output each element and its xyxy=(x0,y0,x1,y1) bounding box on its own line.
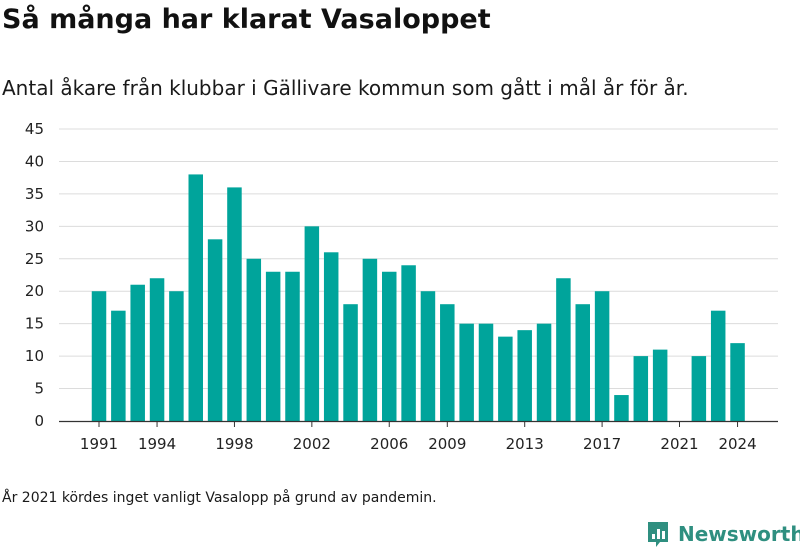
y-tick-label: 40 xyxy=(25,152,44,170)
bar-1999 xyxy=(246,258,262,421)
bar-2007 xyxy=(401,265,416,421)
x-tick-label: 1991 xyxy=(80,435,118,453)
bar-2017 xyxy=(594,291,610,421)
bar-1993 xyxy=(130,284,145,421)
bar-2018 xyxy=(614,395,629,421)
newsworthy-brand: Newsworthy xyxy=(646,518,800,550)
y-tick-label: 45 xyxy=(25,120,44,138)
x-tick-label: 2021 xyxy=(660,435,698,453)
x-tick-label: 2013 xyxy=(506,435,544,453)
bar-1995 xyxy=(169,291,184,421)
bar-1997 xyxy=(207,239,223,421)
y-tick-label: 35 xyxy=(25,185,44,203)
bar-2003 xyxy=(323,252,339,421)
x-tick-label: 2024 xyxy=(718,435,756,453)
bar-1998 xyxy=(227,187,242,421)
x-tick-label: 2006 xyxy=(370,435,408,453)
brand-name: Newsworthy xyxy=(678,522,800,546)
bar-2005 xyxy=(362,258,378,421)
bar-2001 xyxy=(285,271,300,421)
bar-2020 xyxy=(652,349,668,421)
footnote: År 2021 kördes inget vanligt Vasalopp på… xyxy=(2,490,437,506)
bar-2023 xyxy=(710,310,726,421)
x-tick-label: 2002 xyxy=(293,435,331,453)
bar-2006 xyxy=(382,271,397,421)
bar-1996 xyxy=(188,174,203,421)
bar-2000 xyxy=(265,271,281,421)
chart-subtitle: Antal åkare från klubbar i Gällivare kom… xyxy=(2,76,689,100)
bar-2002 xyxy=(304,226,320,421)
bar-chart: 0 5 10 15 20 25 30 35 40 45 1991 1994 1998 2002 2006 20… xyxy=(25,120,778,453)
x-tick-label: 2017 xyxy=(583,435,621,453)
bar-2014 xyxy=(536,323,552,421)
y-tick-label: 25 xyxy=(25,250,44,268)
bar-2009 xyxy=(440,304,455,421)
x-tick-label: 1994 xyxy=(138,435,176,453)
chart-title: Så många har klarat Vasaloppet xyxy=(2,4,491,35)
bar-2015 xyxy=(556,278,571,421)
y-tick-label: 30 xyxy=(25,217,44,235)
x-tick-label: 1998 xyxy=(215,435,253,453)
bar-2008 xyxy=(420,291,436,421)
y-tick-label: 5 xyxy=(34,380,44,398)
bar-2024 xyxy=(730,343,745,421)
bar-1994 xyxy=(149,278,165,421)
bar-2004 xyxy=(343,304,358,421)
newsworthy-logo-icon xyxy=(648,522,668,547)
bar-2016 xyxy=(575,304,590,421)
y-tick-label: 20 xyxy=(25,282,44,300)
bar-2010 xyxy=(459,323,474,421)
bar-2019 xyxy=(633,356,649,421)
bar-2012 xyxy=(498,336,513,421)
bar-1992 xyxy=(111,310,126,421)
x-tick-label: 2009 xyxy=(428,435,466,453)
bar-2022 xyxy=(691,356,707,421)
bar-1991 xyxy=(91,291,107,421)
y-tick-label: 15 xyxy=(25,315,44,333)
bar-2011 xyxy=(478,323,494,421)
y-tick-label: 0 xyxy=(34,412,44,430)
y-tick-label: 10 xyxy=(25,347,44,365)
bar-2013 xyxy=(517,330,532,421)
